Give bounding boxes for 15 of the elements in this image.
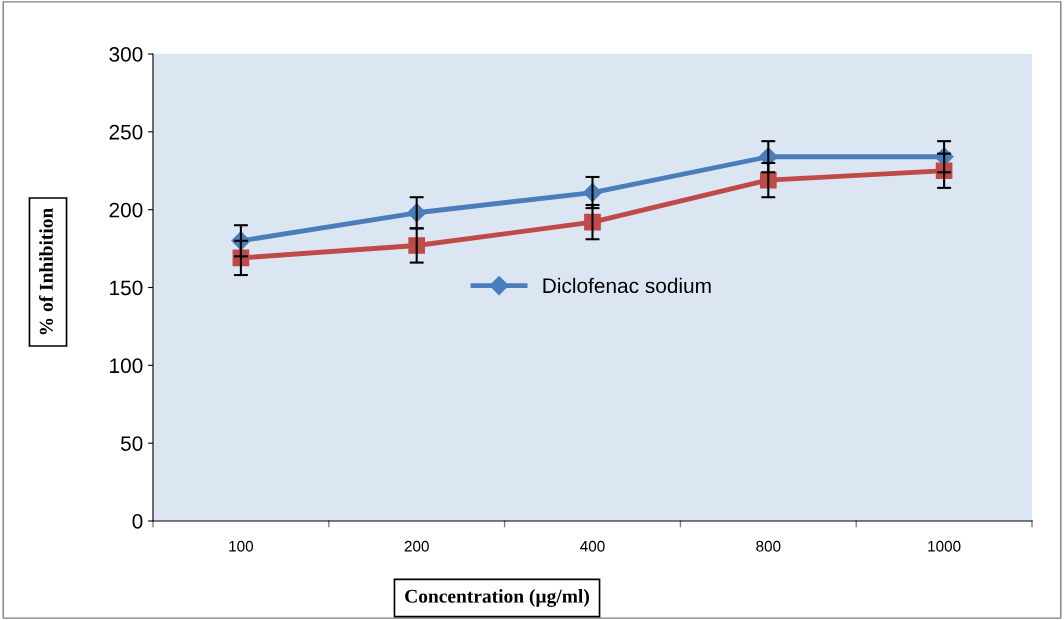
x-axis-title: Concentration (µg/ml): [405, 589, 589, 607]
y-axis-title: % of Inhibition: [38, 207, 53, 335]
y-tick-label: 300: [109, 47, 143, 62]
y-tick-label: 250: [109, 124, 143, 140]
legend-label: Diclofenac sodium: [543, 277, 711, 294]
x-tick-label: 800: [756, 540, 781, 552]
y-tick-label: 100: [110, 358, 143, 374]
y-tick-label: 200: [109, 202, 143, 218]
y-tick-label: 0: [132, 514, 143, 529]
y-tick-label: 50: [120, 436, 143, 451]
x-tick-label: 100: [229, 540, 254, 552]
x-tick-label: 400: [580, 540, 605, 552]
x-tick-label: 1000: [928, 540, 961, 552]
x-tick-label: 200: [404, 540, 429, 552]
y-tick-label: 150: [110, 280, 143, 296]
